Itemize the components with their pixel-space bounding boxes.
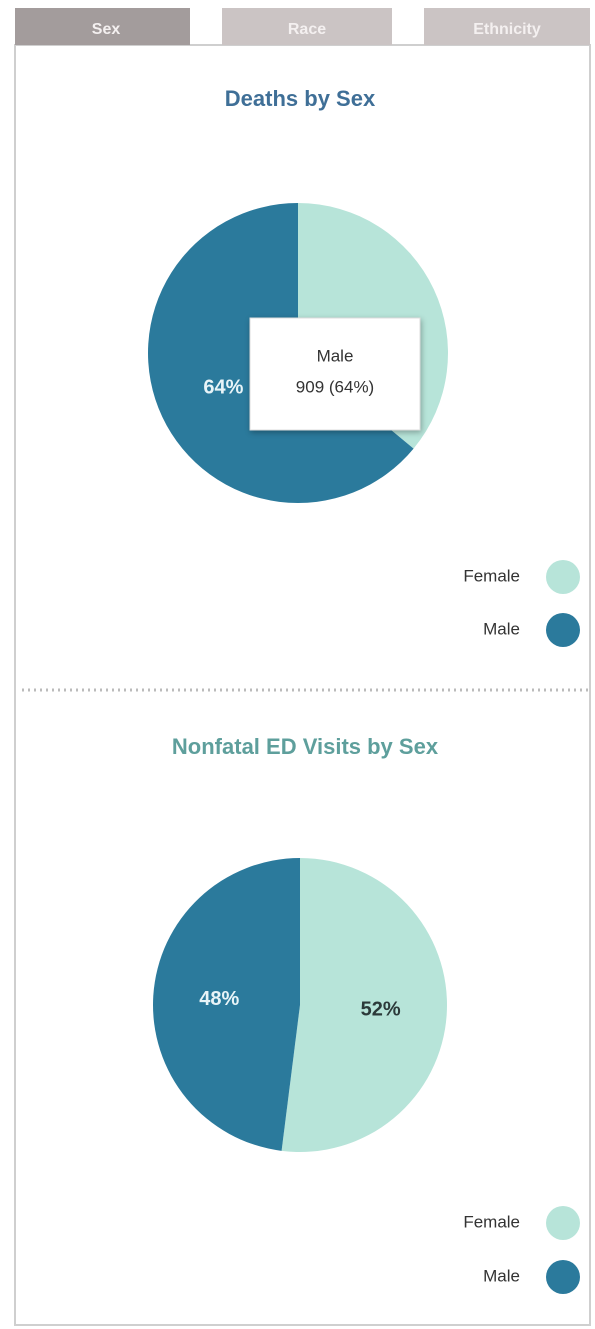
legend-label: Female [463,1212,520,1231]
legend-label: Male [483,1266,520,1285]
chart-title: Deaths by Sex [225,86,376,111]
legend-label: Female [463,566,520,585]
legend-swatch [546,560,580,594]
tab-label[interactable]: Ethnicity [473,21,541,38]
value-label: 48% [199,988,239,1010]
tab-label[interactable]: Race [288,21,326,38]
tooltip-box [249,317,421,431]
pie-slice [281,858,448,1153]
tooltip-text: 909 (64%) [296,377,374,396]
tab-race[interactable] [222,8,392,45]
tooltip-title: Male [317,346,354,365]
tab-ethnicity[interactable] [424,8,590,45]
pie-slice [153,858,300,1151]
value-label: 64% [203,376,243,398]
tab-sex[interactable] [15,8,190,45]
value-label: 52% [361,998,401,1020]
legend-swatch [546,1260,580,1294]
tab-label[interactable]: Sex [92,21,121,38]
legend-label: Male [483,619,520,638]
legend-swatch [546,1206,580,1240]
tooltip: Male 909 (64%) [249,317,421,431]
chart-title: Nonfatal ED Visits by Sex [172,734,439,759]
legend-swatch [546,613,580,647]
